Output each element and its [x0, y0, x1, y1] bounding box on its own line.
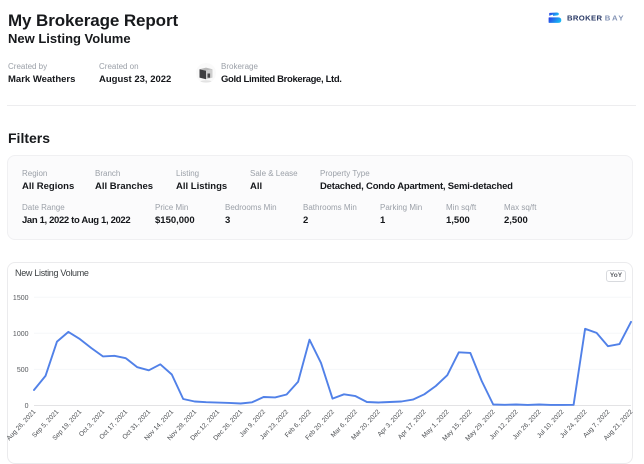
svg-text:BAY: BAY [605, 13, 625, 22]
svg-text:1000: 1000 [13, 331, 29, 338]
svg-text:BROKER: BROKER [567, 13, 603, 22]
svg-text:500: 500 [17, 367, 29, 374]
svg-text:0: 0 [25, 403, 29, 410]
svg-text:1500: 1500 [13, 295, 29, 302]
